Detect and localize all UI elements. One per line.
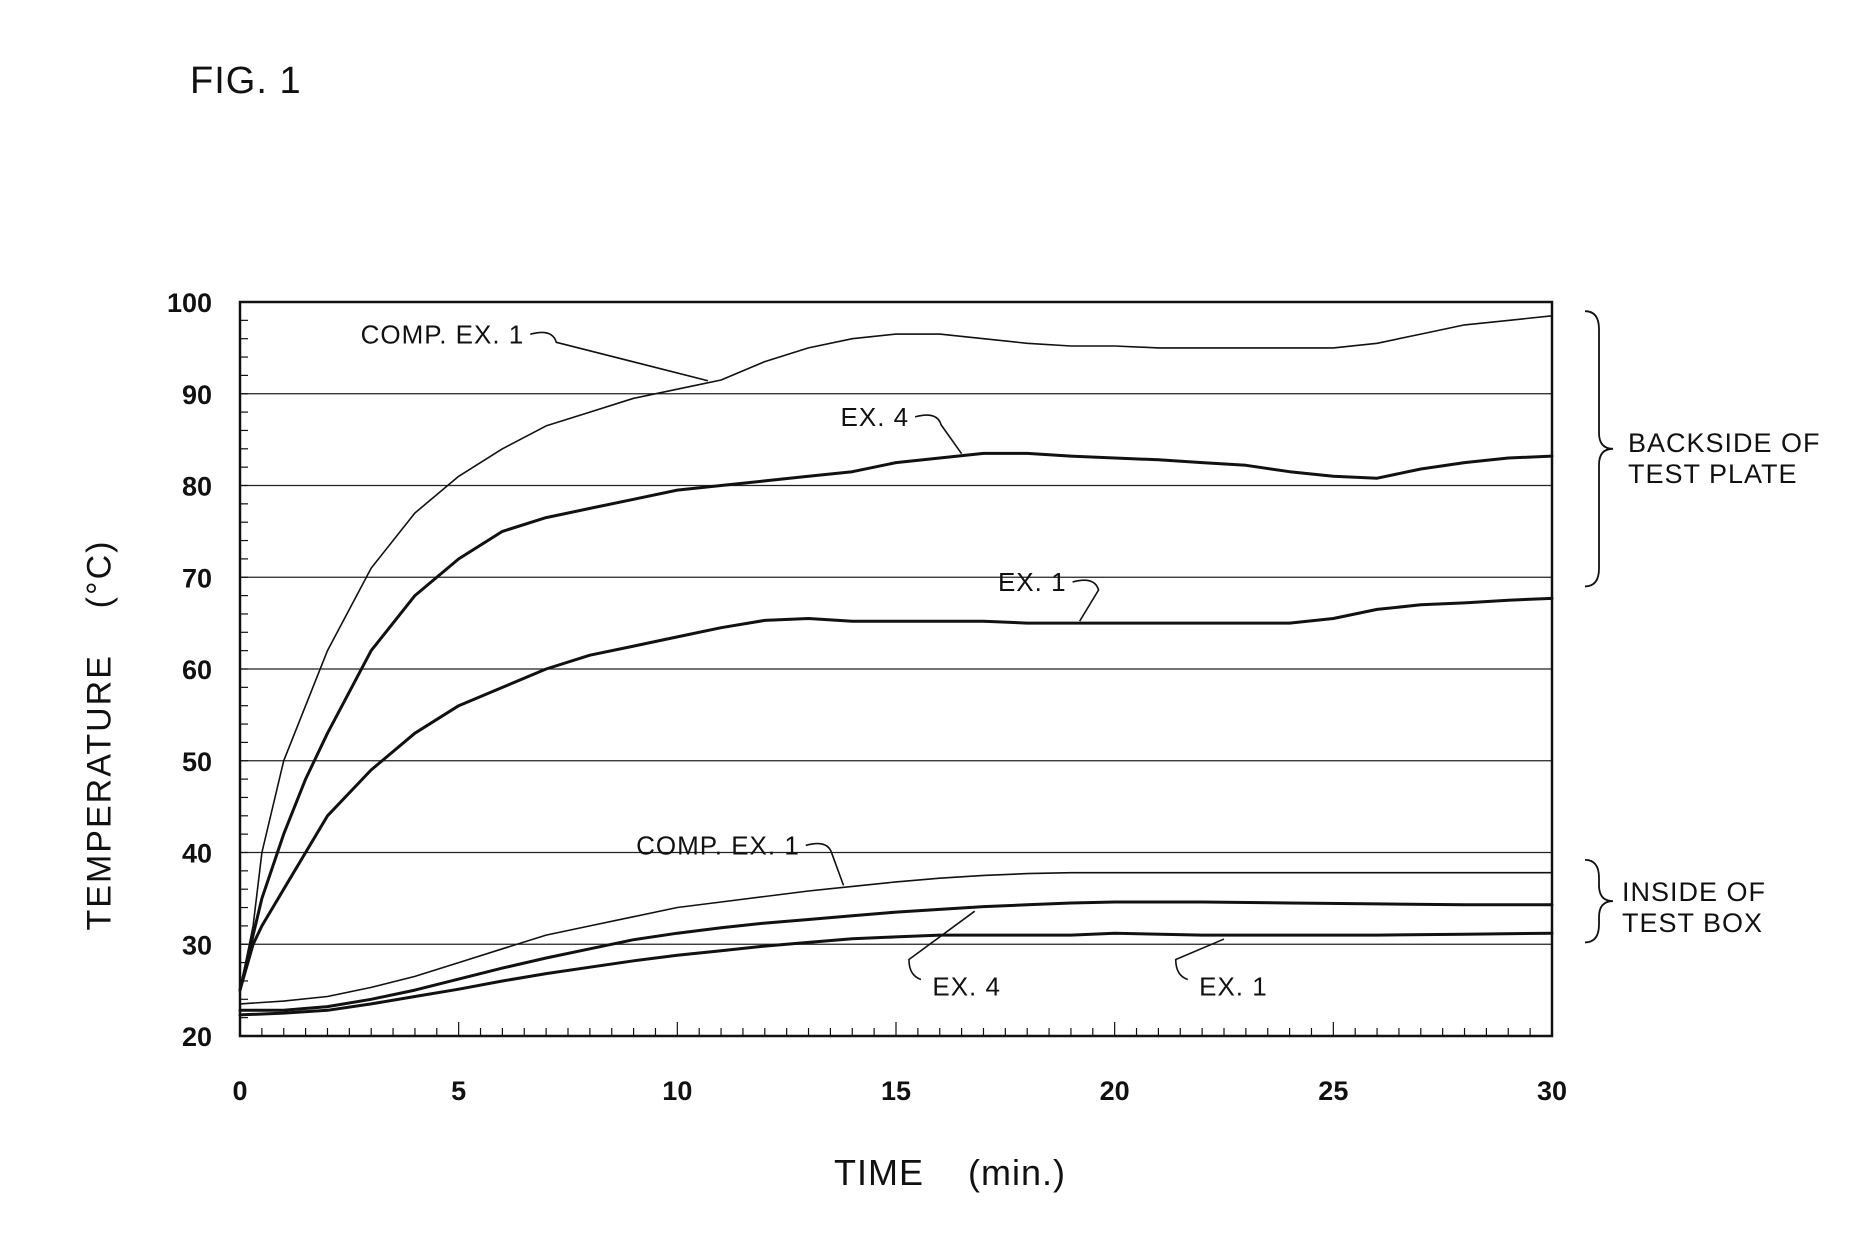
y-tick-label-40: 40 [182,839,212,869]
y-tick-label-80: 80 [182,472,212,502]
series-line-1 [240,453,1552,990]
annotation-label-5: EX. 1 [1199,972,1268,1002]
x-tick-label-15: 15 [881,1076,911,1106]
x-tick-label-25: 25 [1318,1076,1348,1106]
annotation-label-0: COMP. EX. 1 [361,319,525,349]
annotation-leader-1 [915,415,961,454]
y-tick-label-70: 70 [182,563,212,593]
group-braces [1585,311,1613,942]
annotation-leader-2 [1073,580,1099,621]
y-tick-label-90: 90 [182,380,212,410]
y-tick-label-60: 60 [182,655,212,685]
x-tick-label-5: 5 [451,1076,466,1106]
brace-inside [1585,860,1613,943]
annotation-leader-4 [909,911,975,979]
annotation-leader-3 [806,844,844,886]
annotation-label-1: EX. 4 [841,402,910,432]
y-tick-label-100: 100 [167,288,212,318]
annotation-label-4: EX. 4 [932,972,1001,1002]
y-tick-label-20: 20 [182,1022,212,1052]
annotation-leader-0 [530,332,708,380]
annotation-label-3: COMP. EX. 1 [636,830,800,860]
y-axis-ticks: 20 30 40 50 60 70 80 90 100 [167,288,212,1052]
annotation-label-2: EX. 1 [998,567,1067,597]
annotations: COMP. EX. 1 EX. 4 EX. 1 COMP. EX. 1 EX. 4 EX.… [361,319,1268,1001]
series-line-5 [240,933,1552,1015]
x-tick-label-0: 0 [232,1076,247,1106]
x-tick-label-10: 10 [662,1076,692,1106]
x-tick-label-30: 30 [1537,1076,1567,1106]
brace-backside [1585,311,1613,586]
y-tick-label-30: 30 [182,930,212,960]
x-tick-label-20: 20 [1100,1076,1130,1106]
y-tick-label-50: 50 [182,747,212,777]
series-line-2 [240,598,1552,990]
x-axis-ticks: 0 5 10 15 20 25 30 [232,1076,1567,1106]
